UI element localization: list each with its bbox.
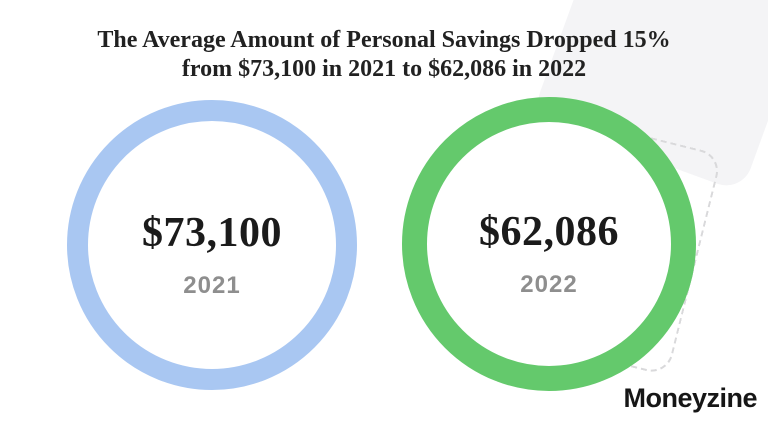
title-line-2: from $73,100 in 2021 to $62,086 in 2022 — [181, 56, 587, 82]
savings-year-2021: 2021 — [183, 271, 241, 299]
page-title: The Average Amount of Personal Savings D… — [0, 0, 768, 84]
title-line-1: The Average Amount of Personal Savings D… — [97, 27, 671, 53]
savings-year-2022: 2022 — [520, 270, 578, 298]
savings-circle-2022: $62,086 2022 — [402, 97, 696, 391]
moneyzine-logo: Moneyzine — [623, 383, 757, 413]
savings-value-2022: $62,086 — [479, 208, 619, 255]
savings-value-2021: $73,100 — [142, 209, 282, 256]
savings-circle-2021: $73,100 2021 — [67, 100, 357, 390]
